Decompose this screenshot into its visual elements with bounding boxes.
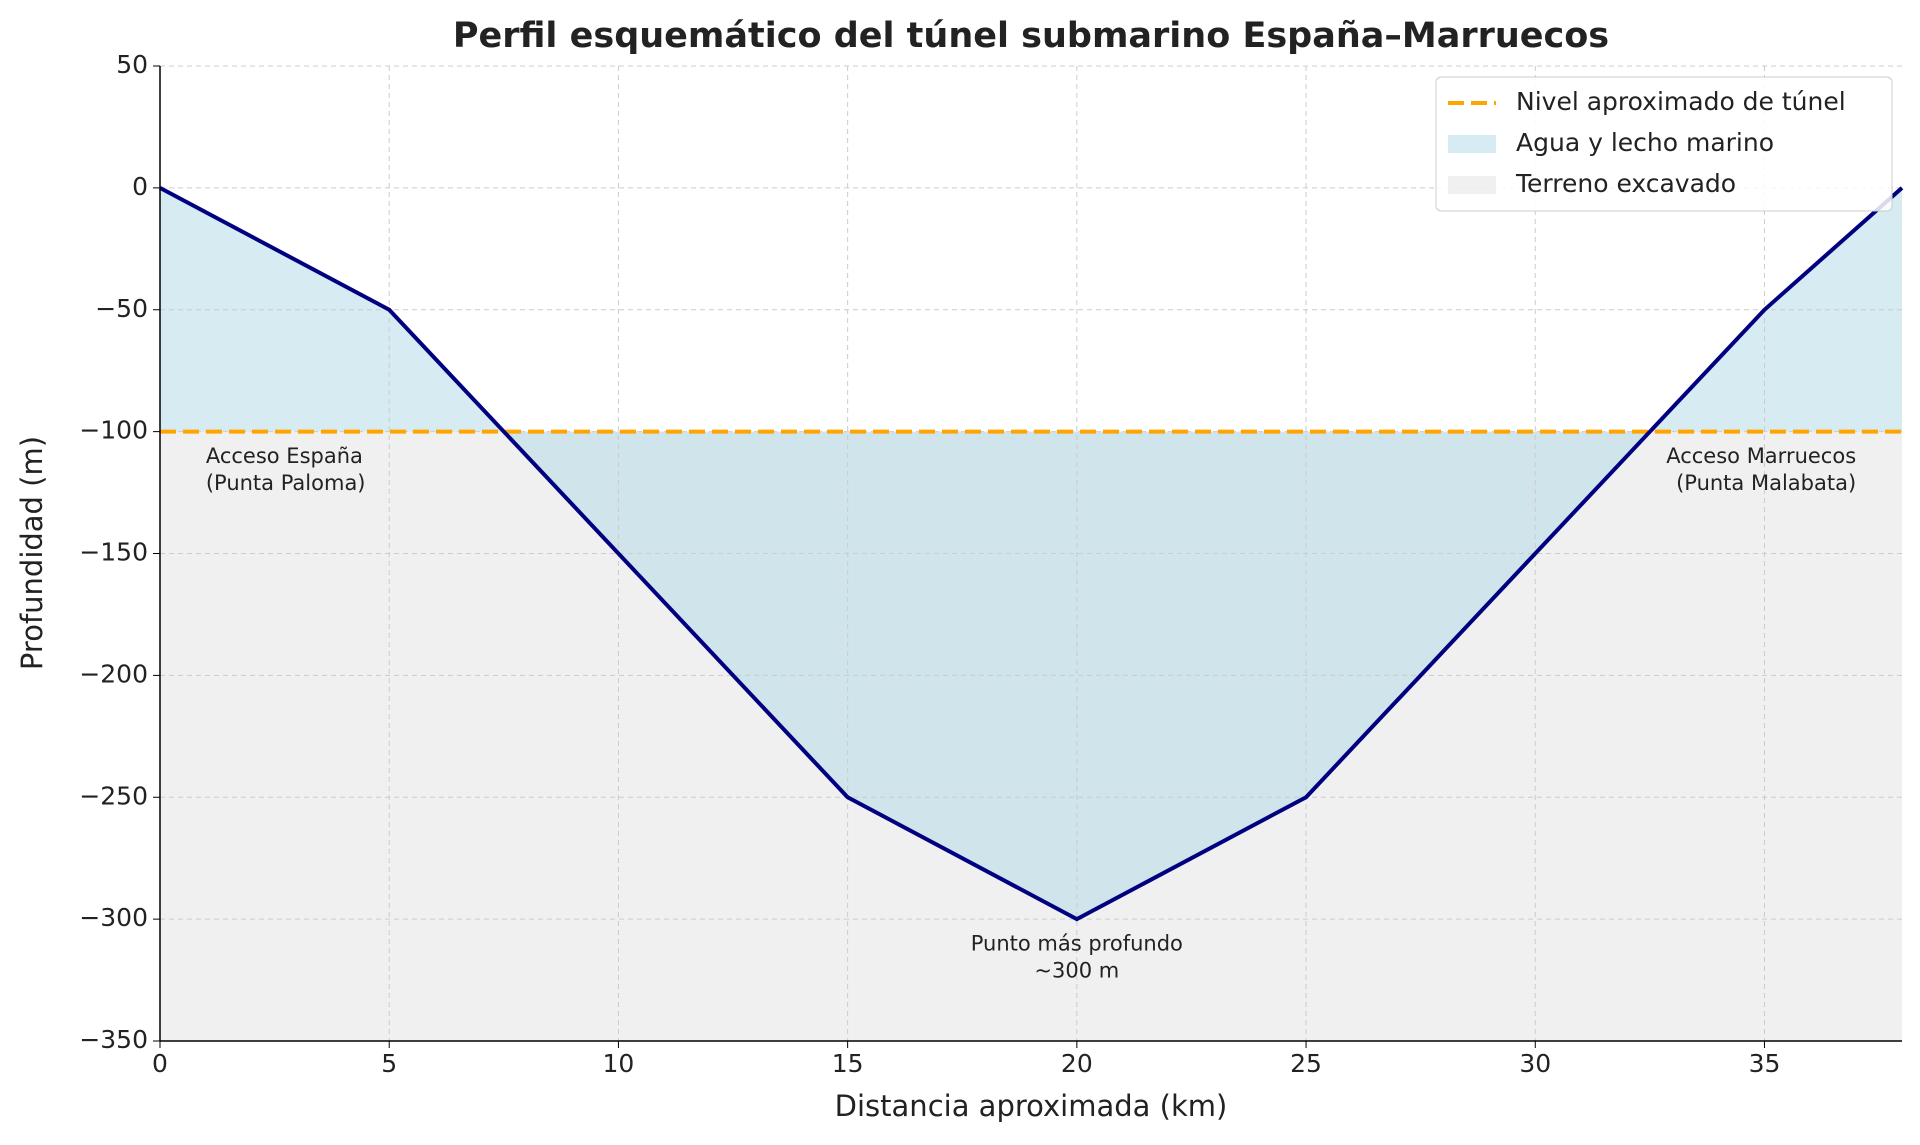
y-tick-label: 50: [116, 50, 148, 79]
legend: Nivel aproximado de túnel Agua y lecho ma…: [1435, 76, 1893, 212]
y-axis-label: Profundidad (m): [15, 436, 49, 670]
y-tick-label: −350: [79, 1025, 148, 1054]
x-tick-label: 10: [603, 1049, 635, 1078]
y-tick-label: −100: [79, 416, 148, 445]
seabed-line: [159, 186, 1904, 922]
y-tick-label: −250: [79, 781, 148, 810]
legend-label: Agua y lecho marino: [1516, 128, 1774, 157]
legend-label: Nivel aproximado de túnel: [1516, 87, 1846, 116]
water-fill: [160, 187, 1902, 920]
x-axis-label: Distancia aproximada (km): [835, 1089, 1228, 1123]
legend-swatch: [1448, 176, 1496, 194]
chart-title: Perfil esquemático del túnel submarino E…: [453, 16, 1609, 56]
x-tick-label: 15: [832, 1049, 864, 1078]
annotation: (Punta Malabata): [1676, 471, 1856, 495]
annotation: Acceso Marruecos: [1666, 444, 1856, 468]
x-tick-label: 35: [1749, 1049, 1781, 1078]
y-tick-label: −300: [79, 903, 148, 932]
y-tick-label: 0: [132, 172, 148, 201]
annotation: Punto más profundo: [971, 931, 1183, 955]
y-tick-label: −200: [79, 659, 148, 688]
annotation: ~300 m: [1034, 958, 1119, 982]
legend-box: [1435, 76, 1893, 212]
x-tick-label: 20: [1061, 1049, 1093, 1078]
y-tick-label: −150: [79, 538, 148, 567]
legend-label: Terreno excavado: [1515, 169, 1736, 198]
annotation: (Punta Paloma): [206, 471, 366, 495]
legend-swatch: [1448, 135, 1496, 153]
x-tick-label: 30: [1519, 1049, 1551, 1078]
x-tick-label: 0: [152, 1049, 168, 1078]
x-tick-label: 5: [381, 1049, 397, 1078]
annotation: Acceso España: [206, 444, 363, 468]
x-tick-label: 25: [1290, 1049, 1322, 1078]
y-tick-label: −50: [95, 294, 148, 323]
